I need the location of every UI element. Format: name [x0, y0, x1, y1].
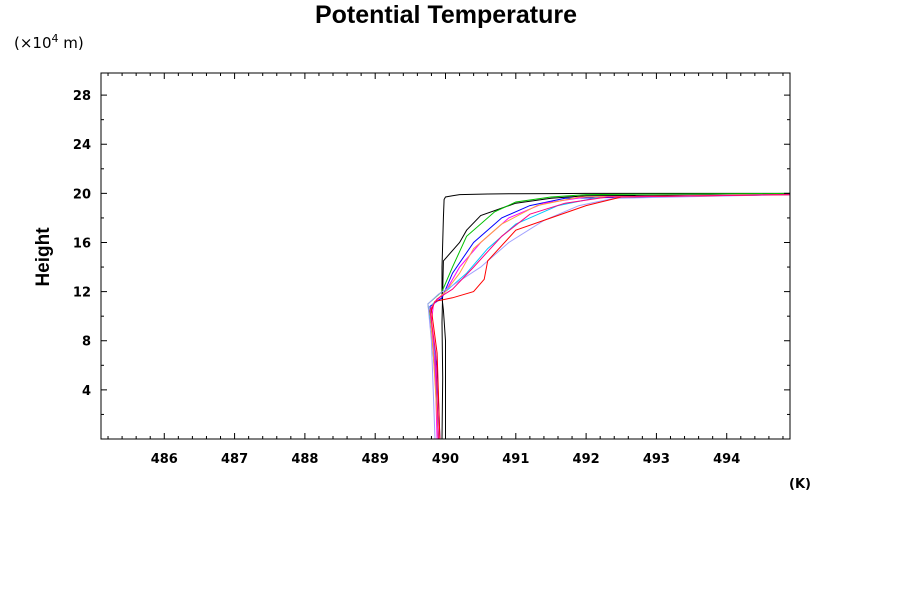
series-line-2 [441, 194, 791, 440]
series-line-7 [429, 194, 791, 440]
series-line-3 [427, 192, 791, 440]
y-tick-label: 16 [73, 236, 91, 251]
y-tick-label: 20 [73, 187, 91, 202]
y-tick-label: 12 [73, 286, 91, 301]
x-axis-label: (K) [789, 477, 811, 492]
x-tick-label: 492 [573, 452, 600, 467]
x-tick-label: 486 [151, 452, 178, 467]
chart-title: Potential Temperature [315, 1, 577, 29]
x-tick-label: 494 [713, 452, 740, 467]
series-line-6 [430, 194, 791, 440]
y-axis-units: (×104 m) [14, 32, 84, 52]
x-tick-label: 490 [432, 452, 459, 467]
plot-frame [100, 72, 791, 440]
ticks-layer: 486 487 488 489 490 491 492 493 494 4 8 12 16 20 24 28 [73, 73, 790, 467]
y-tick-label: 24 [73, 138, 91, 153]
series-line-1 [441, 192, 790, 439]
x-tick-label: 488 [291, 452, 318, 467]
x-tick-label: 487 [221, 452, 248, 467]
series-line-9 [430, 194, 791, 440]
series-line-5 [429, 194, 791, 440]
series-line-10 [429, 194, 791, 440]
series-line-4 [429, 194, 791, 440]
series-layer [427, 192, 791, 440]
y-tick-label: 28 [73, 89, 91, 104]
y-tick-label: 4 [82, 384, 91, 399]
series-line-8 [427, 194, 791, 440]
y-tick-label: 8 [82, 335, 91, 350]
x-tick-label: 493 [643, 452, 670, 467]
y-axis-label: Height [33, 227, 54, 287]
x-tick-label: 489 [362, 452, 389, 467]
x-tick-label: 491 [502, 452, 529, 467]
